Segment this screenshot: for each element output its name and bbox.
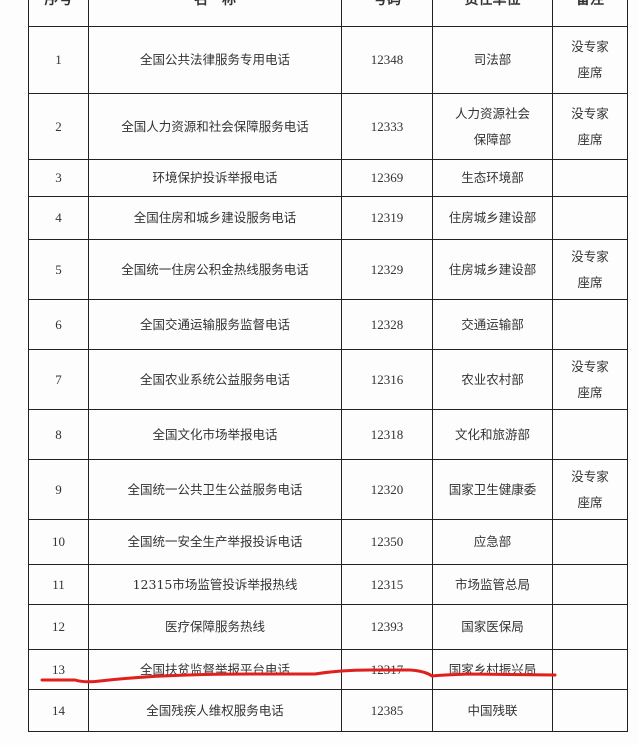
row-number: 12318 — [341, 409, 433, 460]
row-note: 没专家 座席 — [552, 93, 628, 160]
row-no: 7 — [28, 349, 89, 410]
row-number: 12348 — [341, 26, 433, 94]
row-unit: 国家乡村振兴局 — [432, 649, 553, 690]
row-number: 12333 — [341, 93, 433, 160]
header-note: 备注 — [552, 0, 628, 27]
table-row: 12 医疗保障服务热线 12393 国家医保局 — [28, 604, 628, 650]
row-name: 全国统一安全生产举报投诉电话 — [88, 519, 342, 565]
row-number: 12369 — [341, 159, 433, 197]
hotline-table: 序号 名 称 号码 责任单位 备注 1 全国公共法律服务专用电话 12348 司法部没… — [28, 0, 628, 732]
row-note: 没专家 座席 — [552, 26, 628, 94]
row-unit: 司法部 — [432, 26, 553, 94]
row-unit: 国家医保局 — [432, 604, 553, 650]
row-number: 12316 — [341, 349, 433, 410]
row-number: 12315 — [341, 564, 433, 605]
row-no: 11 — [28, 564, 89, 605]
row-note — [552, 564, 628, 605]
table-header-row: 序号 名 称 号码 责任单位 备注 — [28, 0, 628, 27]
table-row: 6 全国交通运输服务监督电话 12328 交通运输部 — [28, 299, 628, 350]
table-row: 3 环境保护投诉举报电话 12369 生态环境部 — [28, 159, 628, 197]
row-note — [552, 519, 628, 565]
header-unit: 责任单位 — [432, 0, 553, 27]
row-unit: 住房城乡建设部 — [432, 196, 553, 240]
row-no: 10 — [28, 519, 89, 565]
row-no: 13 — [28, 649, 89, 690]
row-name: 全国交通运输服务监督电话 — [88, 299, 342, 350]
row-name: 12315市场监管投诉举报热线 — [88, 564, 342, 605]
row-unit: 农业农村部 — [432, 349, 553, 410]
row-name: 全国扶贫监督举报平台电话 — [88, 649, 342, 690]
row-unit: 市场监管总局 — [432, 564, 553, 605]
row-number: 12317 — [341, 649, 433, 690]
row-unit: 应急部 — [432, 519, 553, 565]
row-no: 1 — [28, 26, 89, 94]
row-note — [552, 409, 628, 460]
row-number: 12385 — [341, 689, 433, 732]
row-unit: 人力资源社会 保障部 — [432, 93, 553, 160]
row-name: 全国统一公共卫生公益服务电话 — [88, 459, 342, 520]
row-note — [552, 159, 628, 197]
header-number: 号码 — [341, 0, 433, 27]
row-name: 全国残疾人维权服务电话 — [88, 689, 342, 732]
row-no: 14 — [28, 689, 89, 732]
row-no: 2 — [28, 93, 89, 160]
table-row: 9 全国统一公共卫生公益服务电话 12320 国家卫生健康委 没专家 座席 — [28, 459, 628, 520]
row-number: 12319 — [341, 196, 433, 240]
row-note — [552, 196, 628, 240]
table-row: 13 全国扶贫监督举报平台电话 12317 国家乡村振兴局 — [28, 649, 628, 690]
header-no: 序号 — [28, 0, 89, 27]
row-note — [552, 604, 628, 650]
row-no: 12 — [28, 604, 89, 650]
row-name: 全国文化市场举报电话 — [88, 409, 342, 460]
row-note: 没专家 座席 — [552, 239, 628, 300]
row-no: 9 — [28, 459, 89, 520]
row-number: 12393 — [341, 604, 433, 650]
row-no: 5 — [28, 239, 89, 300]
table-row: 1 全国公共法律服务专用电话 12348 司法部 没专家 座席 — [28, 26, 628, 94]
row-name: 全国住房和城乡建设服务电话 — [88, 196, 342, 240]
row-name: 全国统一住房公积金热线服务电话 — [88, 239, 342, 300]
table-row: 7 全国农业系统公益服务电话 12316 农业农村部 没专家 座席 — [28, 349, 628, 410]
row-no: 4 — [28, 196, 89, 240]
row-note: 没专家 座席 — [552, 459, 628, 520]
row-name: 全国公共法律服务专用电话 — [88, 26, 342, 94]
table-row: 8 全国文化市场举报电话 12318 文化和旅游部 — [28, 409, 628, 460]
table-row: 14 全国残疾人维权服务电话 12385 中国残联 — [28, 689, 628, 732]
row-unit: 国家卫生健康委 — [432, 459, 553, 520]
row-name: 全国农业系统公益服务电话 — [88, 349, 342, 410]
row-note — [552, 689, 628, 732]
row-number: 12329 — [341, 239, 433, 300]
row-name: 全国人力资源和社会保障服务电话 — [88, 93, 342, 160]
hotline-table-document: 序号 名 称 号码 责任单位 备注 1 全国公共法律服务专用电话 12348 司法部没… — [28, 0, 628, 732]
row-note — [552, 649, 628, 690]
row-unit: 文化和旅游部 — [432, 409, 553, 460]
header-name: 名 称 — [88, 0, 342, 27]
row-number: 12320 — [341, 459, 433, 520]
row-note: 没专家 座席 — [552, 349, 628, 410]
row-name: 环境保护投诉举报电话 — [88, 159, 342, 197]
row-unit: 生态环境部 — [432, 159, 553, 197]
table-row: 11 12315市场监管投诉举报热线 12315 市场监管总局 — [28, 564, 628, 605]
table-row: 5 全国统一住房公积金热线服务电话 12329 住房城乡建设部 没专家 座席 — [28, 239, 628, 300]
row-unit: 中国残联 — [432, 689, 553, 732]
row-number: 12328 — [341, 299, 433, 350]
row-no: 6 — [28, 299, 89, 350]
row-unit: 交通运输部 — [432, 299, 553, 350]
table-row: 2 全国人力资源和社会保障服务电话 12333 人力资源社会 保障部 没专家 座席 — [28, 93, 628, 160]
table-row: 10 全国统一安全生产举报投诉电话 12350 应急部 — [28, 519, 628, 565]
row-no: 8 — [28, 409, 89, 460]
row-note — [552, 299, 628, 350]
row-unit: 住房城乡建设部 — [432, 239, 553, 300]
table-row: 4 全国住房和城乡建设服务电话 12319 住房城乡建设部 — [28, 196, 628, 240]
row-number: 12350 — [341, 519, 433, 565]
row-name: 医疗保障服务热线 — [88, 604, 342, 650]
row-no: 3 — [28, 159, 89, 197]
